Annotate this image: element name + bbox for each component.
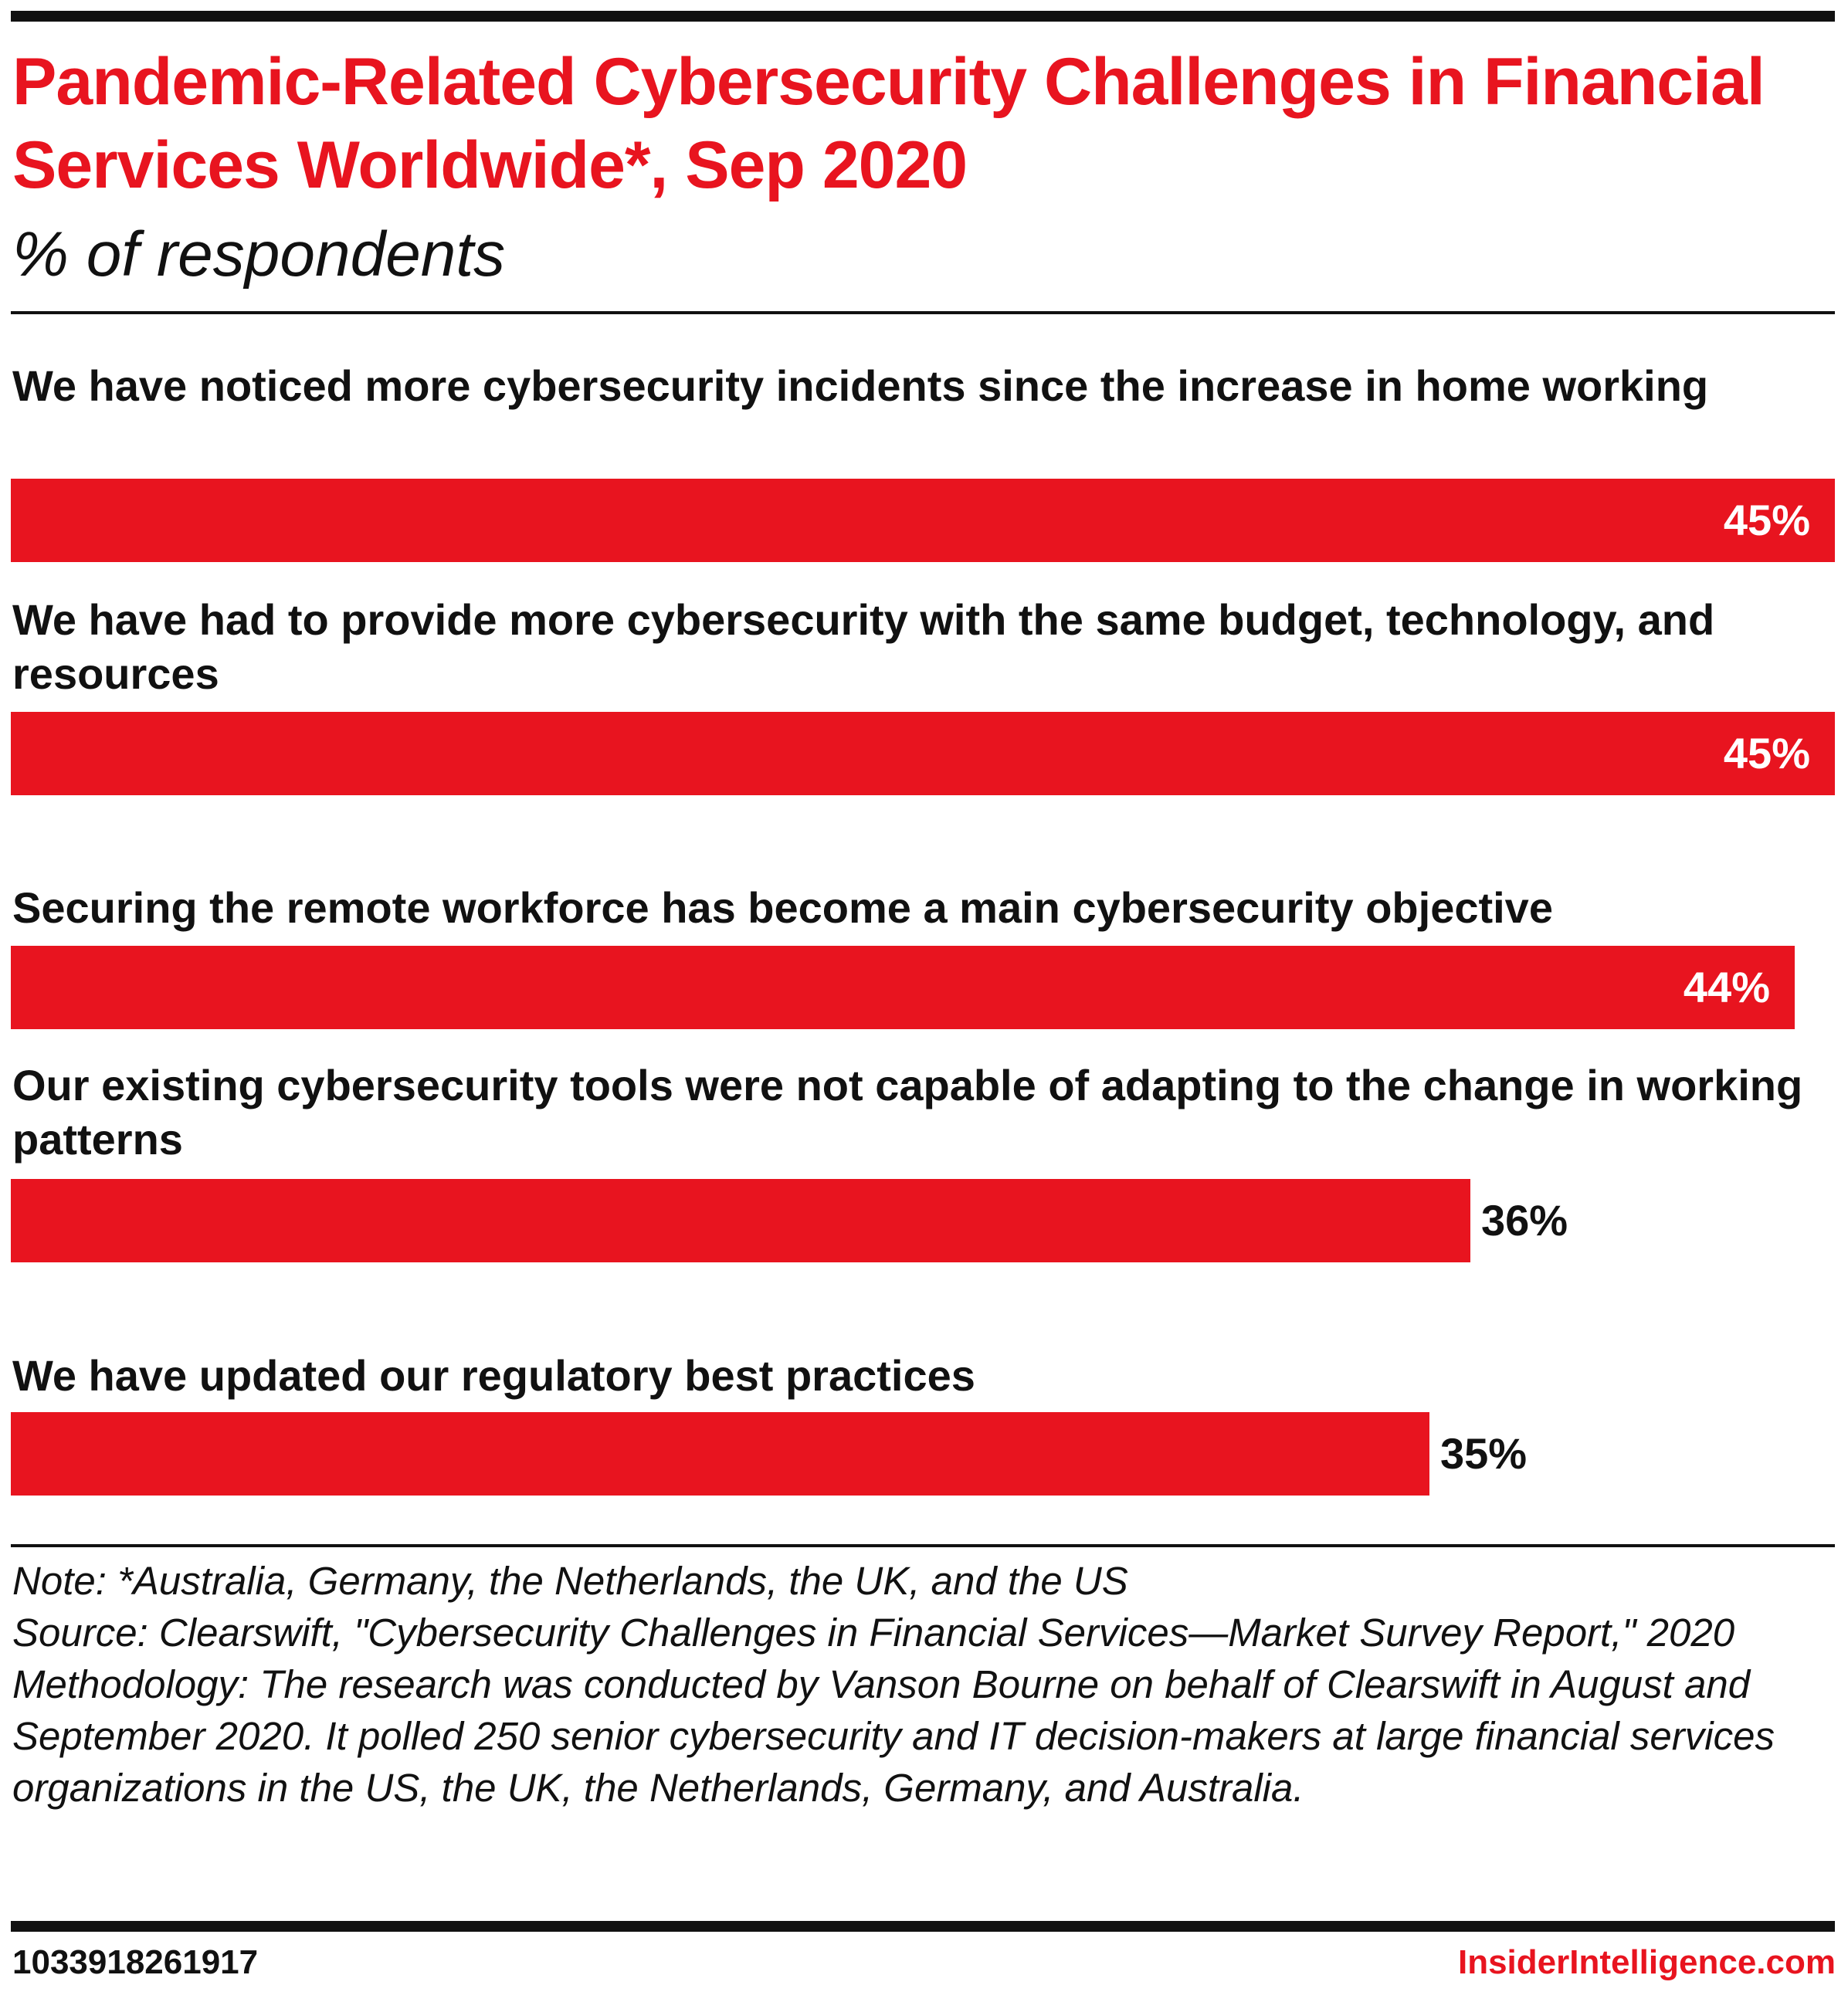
footnotes: Note: *Australia, Germany, the Netherlan… [12, 1555, 1835, 1814]
chart-subtitle: % of respondents [12, 219, 506, 290]
bar-value-label: 35% [1440, 1429, 1528, 1478]
bar-value-label: 36% [1481, 1196, 1568, 1245]
source-text: Source: Clearswift, "Cybersecurity Chall… [12, 1611, 1735, 1655]
top-rule [11, 11, 1835, 22]
bar-value-label: 45% [1723, 729, 1810, 777]
bar [11, 1412, 1429, 1496]
bar-category-label: Securing the remote workforce has become… [12, 883, 1553, 932]
bar-category-label: We have noticed more cybersecurity incid… [12, 361, 1709, 410]
bar-category-label: We have had to provide more cybersecurit… [12, 595, 1715, 698]
bar [11, 712, 1835, 795]
bottom-rule [11, 1921, 1835, 1932]
bar-category-label: We have updated our regulatory best prac… [12, 1351, 975, 1400]
header-rule [11, 311, 1835, 314]
bar-category-label: Our existing cybersecurity tools were no… [12, 1061, 1803, 1164]
chart-title: Pandemic-Related Cybersecurity Challenge… [12, 45, 1765, 202]
footer-rule [11, 1544, 1835, 1547]
methodology-text: Methodology: The research was conducted … [12, 1662, 1775, 1810]
note-text: Note: *Australia, Germany, the Netherlan… [12, 1559, 1128, 1603]
bar [11, 1179, 1470, 1262]
brand-logo-text: InsiderIntelligence.com [1457, 1943, 1836, 1981]
bar-value-label: 44% [1683, 963, 1770, 1011]
chart-id: 1033918261917 [12, 1943, 259, 1981]
bar-value-label: 45% [1723, 496, 1810, 544]
bar [11, 946, 1795, 1029]
bar [11, 479, 1835, 562]
